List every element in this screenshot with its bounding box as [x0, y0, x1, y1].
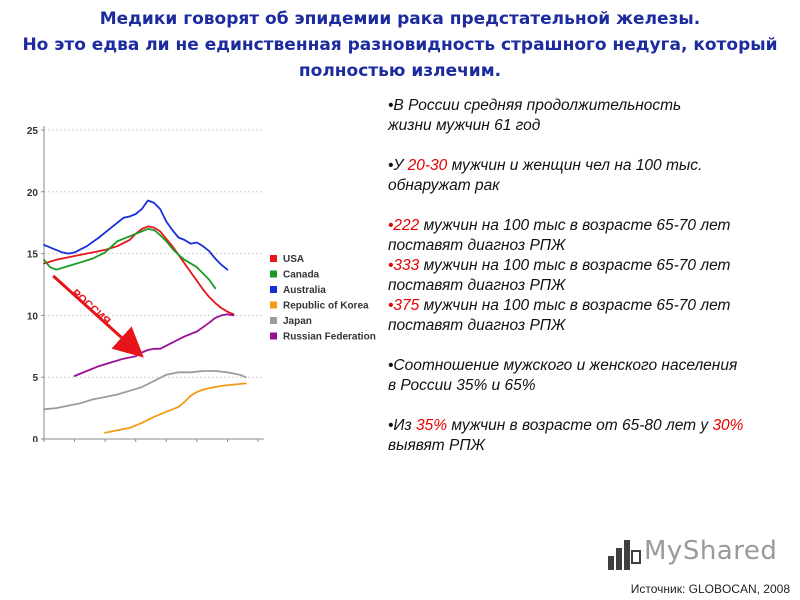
legend-swatch	[270, 255, 277, 262]
fact-text: •В России средняя продолжительность	[388, 97, 682, 114]
slide-title: Медики говорят об эпидемии рака предстат…	[10, 6, 790, 84]
y-tick-label: 15	[27, 250, 39, 261]
myshared-logo	[608, 540, 641, 570]
fact-text: мужчин в возрасте от 65-80 лет у	[447, 417, 713, 434]
incidence-line-chart: 0510152025197519801985199019952000200520…	[27, 126, 376, 442]
fact-highlight: 35%	[416, 417, 448, 434]
y-tick-label: 20	[27, 188, 39, 199]
fact-highlight: 30%	[712, 417, 744, 434]
y-tick-label: 0	[32, 435, 38, 442]
title-line-2: Но это едва ли не единственная разновидн…	[22, 35, 778, 55]
series-line-russian-federation	[73, 313, 235, 377]
fact-text: поставят диагноз РПЖ	[388, 237, 566, 254]
title-line-1: Медики говорят об эпидемии рака предстат…	[99, 9, 701, 29]
fact-text: мужчин и женщин чел на 100 тыс.	[447, 157, 703, 174]
legend: USA Canada Australia Republic of Korea Japan…	[270, 254, 376, 343]
legend-swatch	[270, 286, 277, 293]
fact-text: мужчин на 100 тыс в возрасте 65-70 лет	[419, 297, 731, 314]
legend-swatch	[270, 317, 277, 324]
fact-text: •У	[388, 157, 408, 174]
series-line-japan	[43, 370, 247, 411]
fact-highlight: •222	[388, 217, 420, 234]
legend-swatch	[270, 301, 277, 309]
fact-highlight: •333	[388, 257, 420, 274]
russia-arrow-line	[52, 274, 144, 358]
fact-375: •375 мужчин на 100 тыс в возрасте 65-70 …	[388, 296, 796, 336]
fact-cancer-rate: •У 20-30 мужчин и женщин чел на 100 тыс.…	[388, 156, 796, 196]
series-line-australia	[43, 199, 229, 271]
y-tick-label: 25	[27, 126, 39, 137]
y-tick-label: 5	[32, 373, 38, 384]
fact-population-ratio: •Соотношение мужского и женского населен…	[388, 356, 796, 396]
fact-text: поставят диагноз РПЖ	[388, 277, 566, 294]
russia-arrow: РОССИЯ	[52, 274, 144, 358]
fact-text: мужчин на 100 тыс в возрасте 65-70 лет	[419, 257, 731, 274]
legend-label: Japan	[283, 316, 312, 327]
fact-text: •Соотношение мужского и женского населен…	[388, 357, 738, 374]
fact-text: •Из	[388, 417, 417, 434]
logo-text: MyShared	[644, 536, 778, 566]
y-tick-label: 10	[27, 311, 39, 322]
axes: 0510152025197519801985199019952000200520…	[27, 126, 264, 442]
fact-text: поставят диагноз РПЖ	[388, 317, 566, 334]
series-lines	[43, 199, 247, 434]
fact-highlight: 20-30	[407, 157, 448, 174]
legend-label: Australia	[283, 285, 326, 296]
title-line-3: полностью излечим.	[298, 61, 502, 81]
series-line-republic-of-korea	[104, 382, 247, 434]
fact-text: мужчин на 100 тыс в возрасте 65-70 лет	[419, 217, 731, 234]
fact-text: в России 35% и 65%	[388, 377, 536, 394]
series-line-canada	[43, 228, 217, 290]
fact-text: выявят РПЖ	[388, 437, 485, 454]
series-line-usa	[43, 225, 235, 316]
fact-highlight: •375	[388, 297, 420, 314]
fact-detection: •Из 35% мужчин в возрасте от 65-80 лет у…	[388, 416, 796, 456]
fact-text: обнаружат рак	[388, 177, 500, 194]
source-note: Источник: GLOBOCAN, 2008	[630, 582, 790, 596]
legend-label: Canada	[283, 270, 320, 281]
fact-333: •333 мужчин на 100 тыс в возрасте 65-70 …	[388, 256, 796, 296]
legend-label: Republic of Korea	[283, 301, 369, 312]
facts-list: •В России средняя продолжительность жизн…	[388, 96, 796, 456]
russia-annotation-label: РОССИЯ	[69, 287, 112, 328]
legend-swatch	[270, 270, 277, 278]
fact-222: •222 мужчин на 100 тыс в возрасте 65-70 …	[388, 216, 796, 256]
fact-text: жизни мужчин 61 год	[388, 117, 541, 134]
legend-swatch	[270, 332, 277, 340]
legend-label: USA	[283, 254, 304, 265]
fact-life-expectancy: •В России средняя продолжительность жизн…	[388, 96, 796, 136]
legend-label: Russian Federation	[283, 332, 376, 343]
grid	[44, 129, 264, 378]
